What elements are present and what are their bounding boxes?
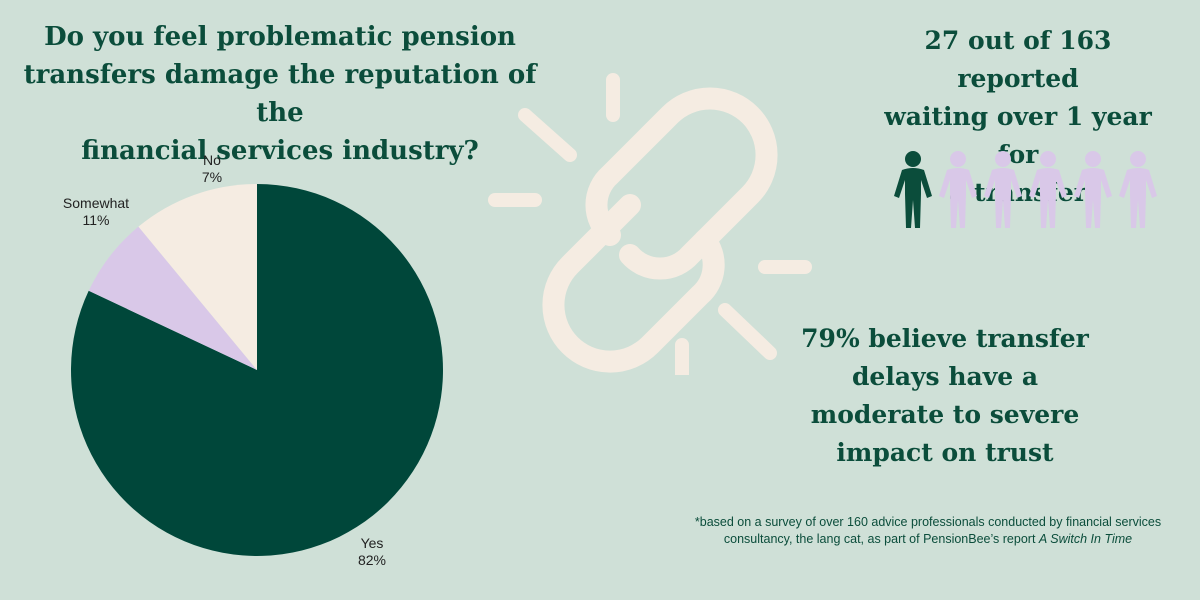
stat-line: impact on trust bbox=[836, 438, 1054, 467]
pie-label-no: No bbox=[203, 152, 221, 168]
stat-waiting: 27 out of 163 reported waiting over 1 ye… bbox=[860, 22, 1176, 212]
pie-label-somewhat: Somewhat bbox=[63, 195, 129, 211]
people-icon-row bbox=[894, 151, 1157, 228]
person-icon bbox=[1074, 151, 1112, 228]
pie-value-no: 7% bbox=[202, 169, 222, 185]
broken-chain-icon bbox=[488, 73, 812, 375]
spark-line bbox=[518, 108, 577, 162]
person-icon bbox=[1029, 151, 1067, 228]
question-line: transfers damage the reputation of the bbox=[23, 60, 537, 128]
survey-question: Do you feel problematic pension transfer… bbox=[20, 18, 540, 170]
question-line: Do you feel problematic pension bbox=[44, 22, 516, 52]
person-icon bbox=[939, 151, 977, 228]
stat-line: moderate to severe bbox=[810, 400, 1080, 429]
person-icon bbox=[894, 151, 932, 228]
report-title: A Switch In Time bbox=[1038, 532, 1133, 546]
person-icon bbox=[984, 151, 1022, 228]
person-icon bbox=[1119, 151, 1157, 228]
question-line: financial services industry? bbox=[81, 136, 479, 166]
stat-line: delays have a bbox=[851, 362, 1039, 391]
pie-value-yes: 82% bbox=[358, 552, 386, 568]
pie-slice-no bbox=[88, 226, 257, 370]
pie-value-somewhat: 11% bbox=[83, 212, 110, 228]
stat-line: 27 out of 163 reported bbox=[924, 26, 1112, 93]
chain-link-upper bbox=[585, 87, 778, 280]
pie-label-yes: Yes bbox=[361, 535, 384, 551]
pie-slice-somewhat bbox=[138, 184, 257, 370]
stat-line: waiting over 1 year for bbox=[884, 102, 1152, 169]
chain-link-lower bbox=[542, 194, 725, 373]
spark-line bbox=[718, 303, 777, 360]
stat-line: 79% believe transfer bbox=[801, 324, 1089, 353]
footnote-text: *based on a survey of over 160 advice pr… bbox=[694, 515, 1162, 546]
footnote: *based on a survey of over 160 advice pr… bbox=[668, 514, 1188, 548]
stat-trust: 79% believe transfer delays have a moder… bbox=[800, 320, 1090, 472]
